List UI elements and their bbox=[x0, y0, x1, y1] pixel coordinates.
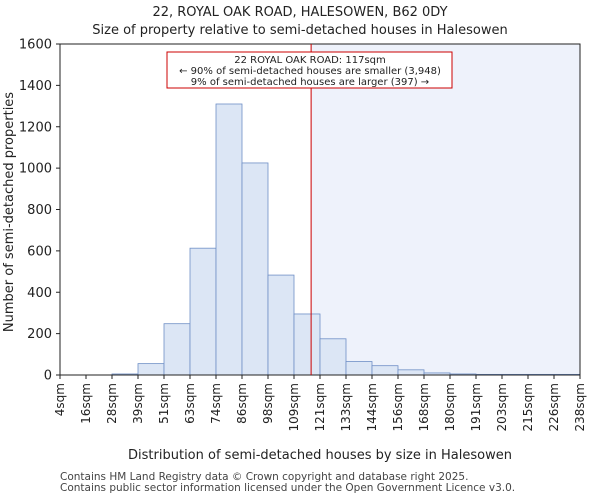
y-tick-label: 200 bbox=[27, 327, 52, 342]
x-tick-label: 74sqm bbox=[209, 383, 223, 424]
histogram-chart: 22, ROYAL OAK ROAD, HALESOWEN, B62 0DY S… bbox=[2, 5, 587, 463]
chart-subtitle: Size of property relative to semi-detach… bbox=[92, 23, 507, 38]
footer-line-2: Contains public sector information licen… bbox=[60, 482, 516, 494]
y-tick-label: 1000 bbox=[19, 162, 52, 177]
bar-109sqm bbox=[293, 313, 321, 376]
x-tick-label: 144sqm bbox=[365, 383, 379, 431]
annotation-box: 22 ROYAL OAK ROAD: 117sqm ← 90% of semi-… bbox=[166, 51, 453, 89]
footer-attribution: Contains HM Land Registry data © Crown c… bbox=[60, 472, 515, 494]
bar-39sqm bbox=[137, 363, 165, 376]
footer-line-1: Contains HM Land Registry data © Crown c… bbox=[60, 471, 469, 483]
y-tick-label: 800 bbox=[27, 203, 52, 218]
x-tick-label: 133sqm bbox=[339, 383, 353, 431]
annotation-line-3: 9% of semi-detached houses are larger (3… bbox=[191, 77, 429, 88]
annotation-line-2: ← 90% of semi-detached houses are smalle… bbox=[179, 66, 441, 77]
annotation-line-1: 22 ROYAL OAK ROAD: 117sqm bbox=[234, 55, 386, 66]
bar-156sqm bbox=[397, 369, 425, 376]
x-tick-label: 63sqm bbox=[183, 383, 197, 424]
x-tick-label: 86sqm bbox=[235, 383, 249, 424]
x-tick-label: 4sqm bbox=[53, 383, 67, 416]
y-tick-label: 1600 bbox=[19, 38, 52, 53]
y-tick-label: 0 bbox=[44, 369, 52, 384]
bar-86sqm bbox=[241, 162, 269, 376]
x-axis-label: Distribution of semi-detached houses by … bbox=[128, 448, 512, 463]
x-tick-label: 28sqm bbox=[105, 383, 119, 424]
chart-title: 22, ROYAL OAK ROAD, HALESOWEN, B62 0DY bbox=[152, 5, 447, 20]
y-tick-label: 1200 bbox=[19, 120, 52, 135]
x-tick-label: 98sqm bbox=[261, 383, 275, 424]
x-tick-label: 156sqm bbox=[391, 383, 405, 431]
x-tick-label: 109sqm bbox=[287, 383, 301, 431]
x-tick-label: 215sqm bbox=[521, 383, 535, 431]
x-tick-label: 51sqm bbox=[157, 383, 171, 424]
bar-133sqm bbox=[345, 361, 373, 376]
x-axis-ticks: 4sqm 16sqm 28sqm 39sqm 51sqm 63sqm 74sqm 86sqm 9… bbox=[53, 375, 587, 431]
x-tick-label: 191sqm bbox=[469, 383, 483, 431]
x-tick-label: 180sqm bbox=[443, 383, 457, 431]
y-tick-label: 400 bbox=[27, 286, 52, 301]
x-tick-label: 39sqm bbox=[131, 383, 145, 424]
y-axis-ticks: 0 200 400 600 800 1000 1200 1400 1600 bbox=[19, 38, 60, 384]
bar-74sqm bbox=[215, 103, 243, 376]
x-tick-label: 121sqm bbox=[313, 383, 327, 431]
bar-144sqm bbox=[371, 365, 399, 376]
plot-frame bbox=[59, 43, 581, 376]
bar-98sqm bbox=[267, 274, 295, 376]
y-tick-label: 600 bbox=[27, 244, 52, 259]
bar-63sqm bbox=[189, 247, 217, 376]
y-axis-label: Number of semi-detached properties bbox=[2, 92, 17, 332]
x-tick-label: 226sqm bbox=[547, 383, 561, 431]
y-tick-label: 1400 bbox=[19, 79, 52, 94]
x-tick-label: 168sqm bbox=[417, 383, 431, 431]
x-tick-label: 238sqm bbox=[573, 383, 587, 431]
x-tick-label: 16sqm bbox=[79, 383, 93, 424]
bar-51sqm bbox=[163, 323, 191, 376]
larger-region-highlight bbox=[311, 44, 580, 375]
bar-121sqm bbox=[319, 338, 347, 376]
bars-group bbox=[111, 103, 581, 376]
x-tick-label: 203sqm bbox=[495, 383, 509, 431]
annotation-border bbox=[166, 51, 453, 89]
